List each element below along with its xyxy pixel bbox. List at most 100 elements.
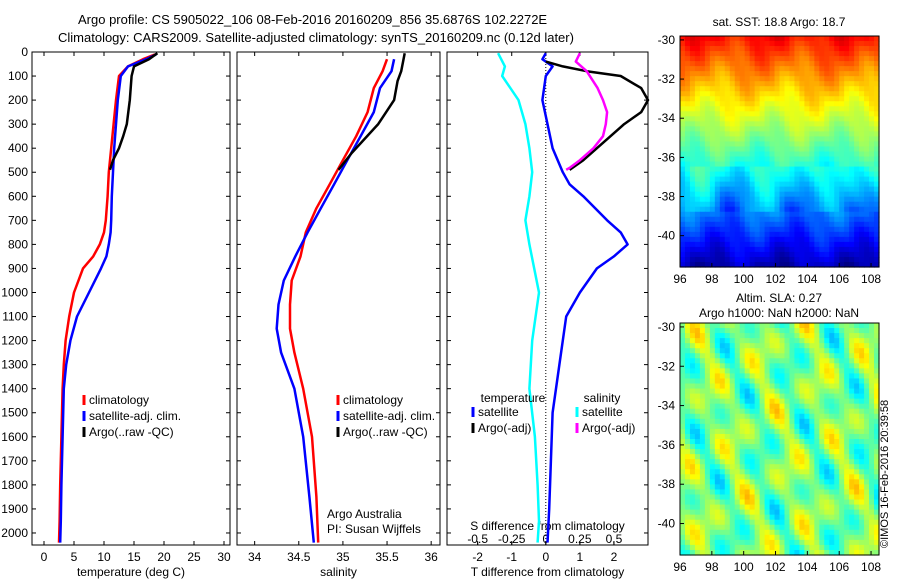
sla-map-cell <box>704 504 711 511</box>
sla-map-cell <box>819 524 825 531</box>
sla-map-cell <box>734 459 741 465</box>
sla-map-cell <box>829 398 835 405</box>
sla-map-cell <box>724 474 731 480</box>
sst-map-cell <box>789 101 796 107</box>
sla-map-cell <box>729 474 736 480</box>
sst-map-cell <box>774 101 781 107</box>
sla-map-cell <box>814 398 820 405</box>
sst-map-cell <box>729 206 736 213</box>
sst-map-cell <box>794 126 800 133</box>
sst-map-cell <box>689 76 696 82</box>
sst-map-cell <box>854 236 860 243</box>
sst-map-cell <box>849 261 855 268</box>
sst-map-cell <box>834 171 840 178</box>
sla-map-cell <box>854 524 860 531</box>
sst-map-cell <box>724 191 731 198</box>
sst-map-cell <box>859 131 865 138</box>
sla-map-cell <box>769 459 776 465</box>
sst-map-cell <box>754 251 761 258</box>
sst-map-cell <box>854 36 860 42</box>
sla-map-cell <box>754 444 761 450</box>
sla-map-cell <box>869 439 875 445</box>
sst-map-cell <box>869 211 875 218</box>
sst-map-cell <box>689 111 696 117</box>
sst-map-cell <box>859 251 865 258</box>
sla-map-cell <box>804 323 810 329</box>
sst-map-cell <box>754 86 761 92</box>
sla-map-cell <box>714 459 721 465</box>
sla-map-cell <box>709 433 716 440</box>
sst-map-cell <box>684 61 691 67</box>
sst-map-cell <box>809 191 815 198</box>
sla-map-cell <box>744 514 751 521</box>
sst-map-cell <box>839 216 845 223</box>
sla-map-cell <box>849 343 855 349</box>
sst-map-cell <box>769 41 776 47</box>
sla-map-cell <box>814 373 820 380</box>
sst-map-cell <box>739 46 746 52</box>
sla-map-cell <box>724 363 731 369</box>
sla-map-cell <box>874 459 880 465</box>
sst-map-cell <box>829 236 835 243</box>
sst-map-cell <box>834 256 840 263</box>
sla-map-cell <box>829 343 835 349</box>
sla-map-cell <box>794 413 800 420</box>
sla-map-cell <box>834 383 840 390</box>
sla-map-cell <box>734 393 741 400</box>
sla-map-cell <box>814 358 820 364</box>
sla-map-cell <box>699 489 706 496</box>
sst-map-cell <box>829 41 835 47</box>
sst-map-cell <box>714 51 721 57</box>
sst-map-cell <box>779 61 786 67</box>
sla-map-cell <box>819 494 825 501</box>
sst-map-cell <box>754 131 761 138</box>
sst-map-cell <box>709 66 716 72</box>
sst-map-cell <box>824 231 830 238</box>
sla-map-cell <box>680 388 686 395</box>
sst-map-cell <box>739 36 746 42</box>
sla-map-cell <box>809 489 815 496</box>
sla-map-cell <box>834 474 840 480</box>
sla-map-cell <box>819 348 825 354</box>
sst-map-cell <box>694 136 701 143</box>
sla-map-cell <box>764 439 771 445</box>
sst-map-cell <box>714 156 721 163</box>
sst-map-cell <box>680 111 686 117</box>
sla-map-cell <box>779 363 786 369</box>
sst-map-cell <box>739 151 746 158</box>
sla-map-cell <box>714 504 721 511</box>
sla-map-cell <box>839 353 845 359</box>
sla-map-cell <box>864 499 870 506</box>
sst-map-cell <box>774 131 781 138</box>
sla-map-cell <box>729 549 736 556</box>
sla-map-cell <box>869 474 875 480</box>
sla-map-cell <box>844 439 850 445</box>
sla-map-cell <box>834 509 840 516</box>
sst-map-cell <box>774 41 781 47</box>
sla-map-cell <box>859 484 865 491</box>
sst-map-cell <box>724 196 731 203</box>
sst-map-cell <box>869 61 875 67</box>
sst-map-cell <box>724 131 731 138</box>
sla-map-cell <box>829 484 835 491</box>
sst-map-cell <box>809 176 815 183</box>
sst-map-cell <box>714 121 721 127</box>
sst-map-cell <box>754 51 761 57</box>
sla-map-cell <box>744 383 751 390</box>
sst-map-cell <box>814 86 820 92</box>
sst-map-cell <box>789 161 796 168</box>
sst-map-cell <box>709 216 716 223</box>
sst-map-cell <box>709 51 716 57</box>
sst-map-cell <box>704 76 711 82</box>
sst-map-cell <box>834 81 840 87</box>
sst-map-cell <box>724 126 731 133</box>
sst-map-cell <box>874 56 880 62</box>
sla-map-cell <box>869 323 875 329</box>
sst-map-cell <box>769 46 776 52</box>
sst-map-cell <box>704 236 711 243</box>
sst-map-cell <box>824 211 830 218</box>
sla-map-cell <box>784 398 791 405</box>
sst-map-cell <box>869 251 875 258</box>
sla-map-cell <box>689 403 696 410</box>
sst-map-cell <box>829 221 835 228</box>
